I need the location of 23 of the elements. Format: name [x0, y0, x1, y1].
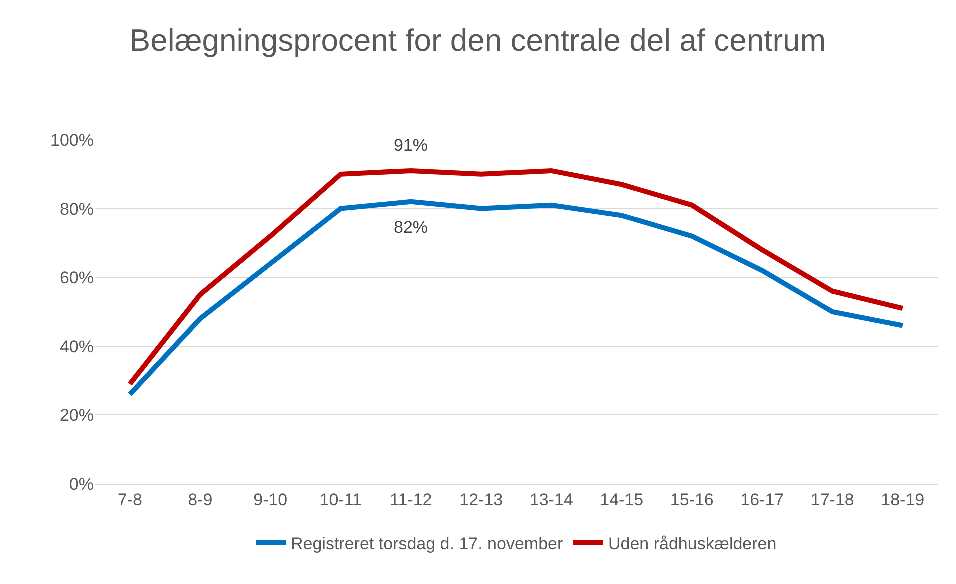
x-tick-label: 14-15 [600, 490, 644, 510]
x-tick-label: 10-11 [320, 490, 362, 510]
y-tick-label: 40% [60, 337, 94, 356]
x-tick-label: 16-17 [740, 490, 784, 510]
data-label: 91% [394, 136, 428, 155]
y-tick-label: 0% [69, 474, 94, 494]
x-tick-label: 12-13 [460, 490, 504, 510]
x-tick-label: 18-19 [881, 490, 925, 510]
x-tick-label: 13-14 [530, 490, 574, 510]
y-tick-label: 60% [60, 268, 94, 288]
x-tick-label: 11-12 [390, 490, 432, 510]
x-tick-label: 7-8 [118, 490, 142, 510]
x-tick-label: 9-10 [254, 490, 288, 510]
legend-label: Uden rådhuskælderen [608, 534, 777, 554]
data-label: 82% [394, 218, 428, 237]
x-tick-label: 15-16 [670, 490, 714, 510]
y-tick-label: 100% [50, 130, 94, 150]
legend-label: Registreret torsdag d. 17. november [291, 534, 564, 554]
y-tick-label: 20% [60, 406, 94, 426]
x-tick-label: 17-18 [810, 490, 854, 510]
x-tick-label: 8-9 [188, 490, 213, 510]
chart-title: Belægningsprocent for den centrale del af centrum [130, 22, 826, 58]
y-tick-label: 80% [60, 200, 94, 219]
